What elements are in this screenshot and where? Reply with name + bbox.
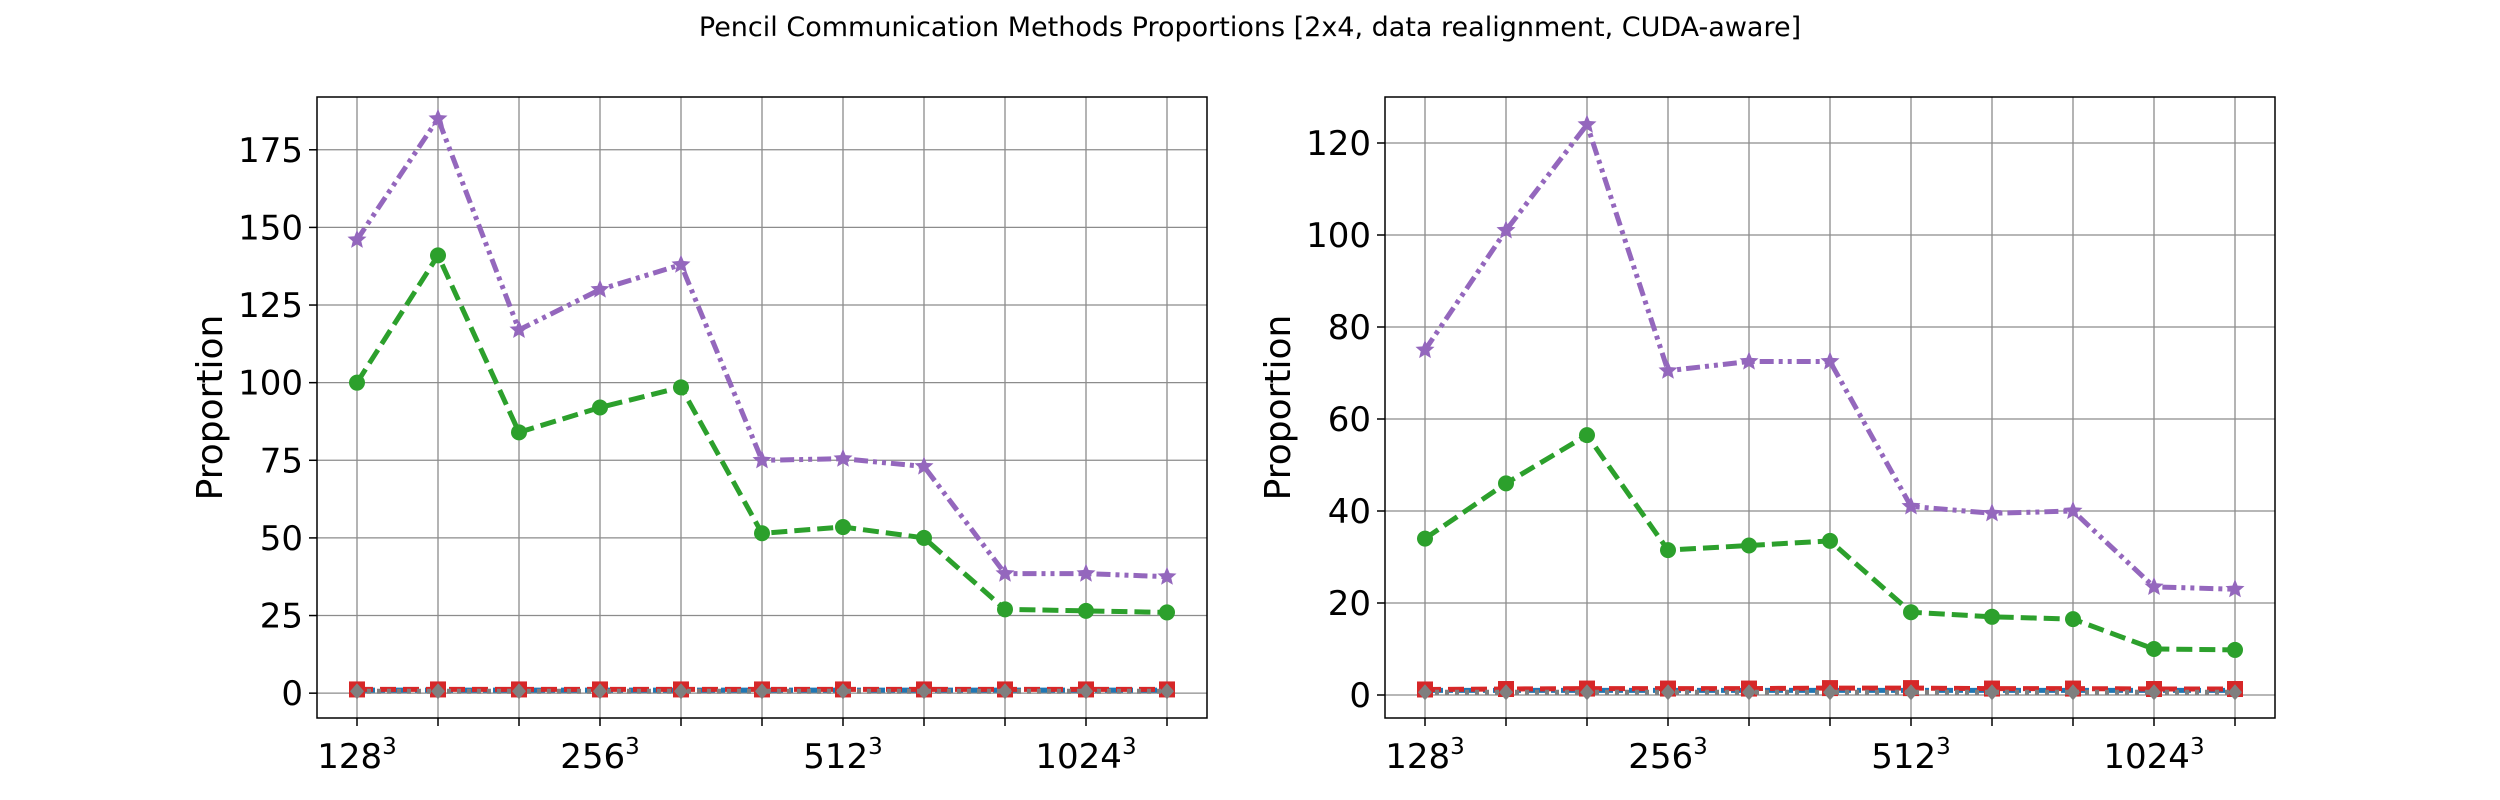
data-point [2225,579,2245,598]
data-point [754,525,770,542]
data-point [671,254,691,273]
data-point [1579,427,1595,444]
y-tick-label: 100 [1306,216,1371,256]
data-point [995,563,1015,582]
chart-panel-1: 0 25 50 75 100 125 150 175 1283 2563 5123 10243 Prop… [190,96,1208,777]
data-point [835,519,851,536]
data-point [1903,604,1919,621]
data-point [1822,532,1838,549]
data-point [350,683,364,700]
data-point [1823,684,1837,701]
y-tick-label: 100 [238,364,303,404]
data-point [2227,641,2243,658]
y-tick-label: 0 [281,674,303,714]
data-point [914,456,934,475]
data-point [1660,542,1676,559]
data-point [1742,684,1756,701]
data-point [349,374,365,391]
data-point [1079,683,1093,700]
data-point [2063,501,2083,520]
data-point [2066,684,2080,701]
data-point [1157,566,1177,585]
data-point [593,683,607,700]
y-tick-label: 0 [1349,676,1371,716]
plot-frame [316,96,1208,719]
y-tick-label: 175 [238,131,303,171]
data-point [1160,683,1174,700]
x-tick-label: 5123 [1871,734,1951,777]
data-point [347,229,367,248]
data-point [673,379,689,396]
data-point [592,399,608,416]
data-point [1985,684,1999,701]
data-point [511,424,527,441]
data-point [590,279,610,298]
y-tick-label: 80 [1328,308,1371,348]
data-point [1415,340,1435,359]
series-line-4 [1422,122,2236,592]
y-tick-label: 50 [260,519,303,559]
y-tick-label: 20 [1328,584,1371,624]
data-point [428,108,448,127]
data-point [674,683,688,700]
y-tick-label: 40 [1328,492,1371,532]
data-point [833,448,853,467]
x-tick-label: 5123 [803,734,883,777]
data-point [1741,537,1757,554]
figure-title: Pencil Communication Methods Proportions… [698,12,1802,43]
data-point [836,683,850,700]
data-point [1498,475,1514,492]
data-point [1078,602,1094,619]
data-point [1901,496,1921,515]
x-tick-label: 1283 [1385,734,1465,777]
data-point [997,601,1013,618]
series-line-4 [354,116,1168,580]
data-point [2228,684,2242,701]
data-point [1159,604,1175,621]
x-tick-label: 10243 [1035,734,1136,777]
data-point [1418,684,1432,701]
data-point [509,319,529,338]
data-point [752,450,772,469]
y-tick-label: 125 [238,286,303,326]
data-point [755,683,769,700]
x-tick-label: 2563 [560,734,640,777]
data-point [998,683,1012,700]
y-tick-label: 75 [260,441,303,481]
data-point [1904,684,1918,701]
data-point [1661,684,1675,701]
data-point [2147,684,2161,701]
data-point [2065,611,2081,628]
data-point [431,683,445,700]
data-point [1499,684,1513,701]
y-axis-label: Proportion [1258,315,1299,501]
data-point [1739,351,1759,370]
data-point [1580,684,1594,701]
data-point [917,683,931,700]
data-point [2144,576,2164,595]
data-point [916,529,932,546]
y-axis-label: Proportion [190,315,231,501]
chart-panel-2: 0 20 40 60 80 100 120 1283 2563 5123 10243 Proporti… [1258,96,2276,777]
data-point [1982,503,2002,522]
data-point [2146,641,2162,657]
y-tick-label: 150 [238,208,303,248]
x-tick-label: 2563 [1628,734,1708,777]
data-point [1984,608,2000,625]
data-point [1417,530,1433,547]
plot-frame [1384,96,2276,719]
data-point [1076,563,1096,582]
data-point [1577,114,1597,133]
x-tick-label: 10243 [2103,734,2204,777]
y-tick-label: 60 [1328,400,1371,440]
data-point [1658,360,1678,379]
data-point [512,683,526,700]
y-tick-label: 120 [1306,124,1371,164]
x-tick-label: 1283 [317,734,397,777]
y-tick-label: 25 [260,597,303,637]
data-point [1820,351,1840,370]
data-point [430,247,446,264]
data-point [1496,220,1516,239]
